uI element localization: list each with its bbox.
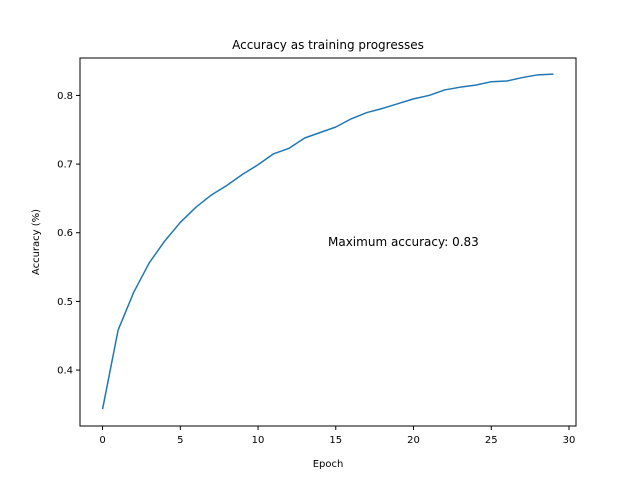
y-tick-label: 0.7 [57, 160, 73, 171]
y-axis-label: Accuracy (%) [31, 209, 42, 275]
y-tick-label: 0.5 [57, 297, 73, 308]
x-tick-label: 0 [99, 435, 105, 446]
x-axis-ticks: 0 5 10 15 20 25 30 [99, 426, 575, 446]
x-tick-label: 30 [563, 435, 576, 446]
y-tick-label: 0.6 [57, 228, 73, 239]
chart-title: Accuracy as training progresses [232, 38, 424, 52]
x-axis-label: Epoch [313, 459, 344, 470]
max-accuracy-annotation: Maximum accuracy: 0.83 [328, 235, 479, 249]
y-tick-label: 0.4 [57, 366, 73, 377]
x-tick-label: 10 [252, 435, 265, 446]
x-tick-label: 25 [485, 435, 498, 446]
y-axis-ticks: 0.4 0.5 0.6 0.7 0.8 [57, 91, 80, 377]
x-tick-label: 15 [329, 435, 342, 446]
accuracy-series-line [101, 73, 554, 410]
plot-area [101, 73, 554, 410]
x-tick-label: 5 [177, 435, 183, 446]
axes-frame [79, 57, 577, 427]
x-tick-label: 20 [407, 435, 420, 446]
y-tick-label: 0.8 [57, 91, 73, 102]
